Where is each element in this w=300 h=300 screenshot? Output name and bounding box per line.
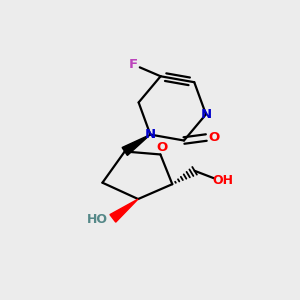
Text: OH: OH — [212, 174, 233, 187]
Text: N: N — [145, 128, 156, 141]
Text: HO: HO — [87, 213, 108, 226]
Polygon shape — [122, 135, 150, 155]
Polygon shape — [110, 199, 138, 222]
Text: F: F — [129, 58, 138, 71]
Text: N: N — [200, 108, 211, 121]
Text: O: O — [156, 141, 167, 154]
Text: O: O — [208, 131, 219, 144]
